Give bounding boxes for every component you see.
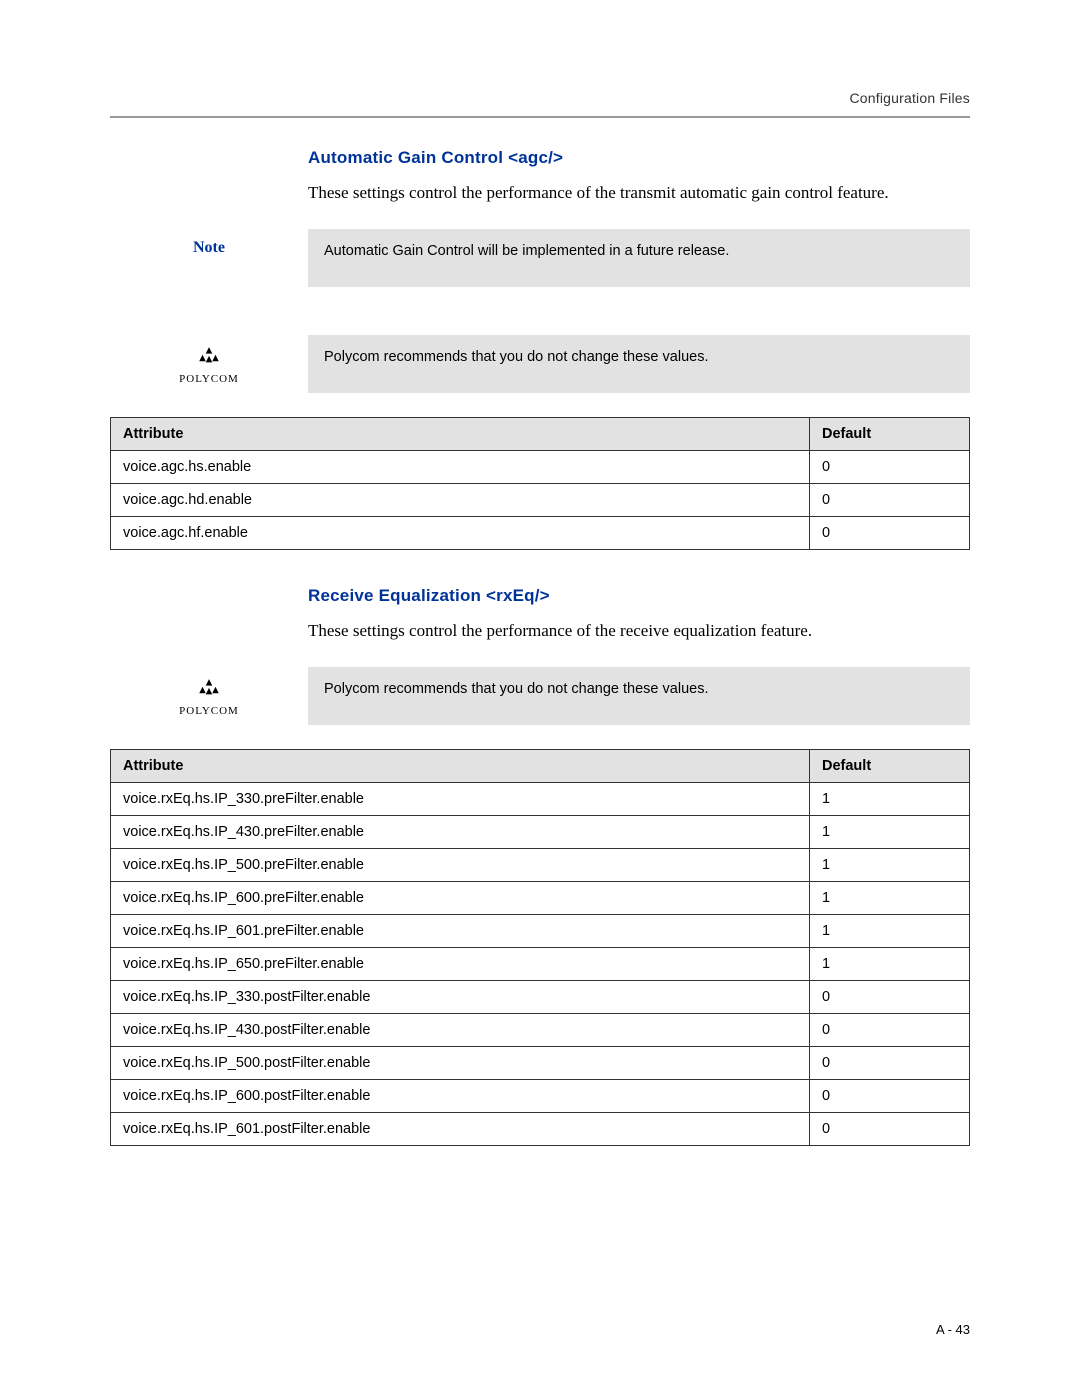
table-cell-default: 1 [810,815,970,848]
polycom-logo-block-2: POLYCOM [110,667,308,725]
table-header-default: Default [810,749,970,782]
table-row: voice.rxEq.hs.IP_430.postFilter.enable0 [111,1013,970,1046]
polycom-logo-block-1: POLYCOM [110,335,308,393]
table-cell-default: 0 [810,450,970,483]
note-text: Automatic Gain Control will be implement… [308,229,970,287]
table-header-attribute: Attribute [111,417,810,450]
table-header-attribute: Attribute [111,749,810,782]
table-cell-default: 0 [810,1046,970,1079]
table-cell-attribute: voice.rxEq.hs.IP_650.preFilter.enable [111,947,810,980]
table-cell-attribute: voice.rxEq.hs.IP_500.preFilter.enable [111,848,810,881]
table-cell-default: 0 [810,1079,970,1112]
table-cell-attribute: voice.agc.hs.enable [111,450,810,483]
table-row: voice.rxEq.hs.IP_600.preFilter.enable1 [111,881,970,914]
polycom-logo-icon [196,677,222,703]
table-cell-attribute: voice.rxEq.hs.IP_600.postFilter.enable [111,1079,810,1112]
table-row: voice.agc.hd.enable0 [111,483,970,516]
header-rule [110,116,970,118]
table-row: voice.agc.hf.enable0 [111,516,970,549]
polycom-text-2: Polycom recommends that you do not chang… [308,667,970,725]
polycom-callout-1: POLYCOM Polycom recommends that you do n… [110,335,970,393]
table-cell-default: 0 [810,483,970,516]
table-cell-attribute: voice.rxEq.hs.IP_430.postFilter.enable [111,1013,810,1046]
table-row: voice.rxEq.hs.IP_330.postFilter.enable0 [111,980,970,1013]
agc-table-body: voice.agc.hs.enable0voice.agc.hd.enable0… [111,450,970,549]
table-row: voice.agc.hs.enable0 [111,450,970,483]
page-header-right: Configuration Files [110,90,970,106]
table-cell-default: 0 [810,980,970,1013]
table-cell-attribute: voice.rxEq.hs.IP_430.preFilter.enable [111,815,810,848]
polycom-callout-2: POLYCOM Polycom recommends that you do n… [110,667,970,725]
section-heading-agc: Automatic Gain Control <agc/> [308,148,970,168]
table-cell-attribute: voice.rxEq.hs.IP_600.preFilter.enable [111,881,810,914]
table-cell-default: 1 [810,848,970,881]
table-cell-attribute: voice.rxEq.hs.IP_601.preFilter.enable [111,914,810,947]
polycom-brand-text-2: POLYCOM [179,705,239,717]
table-cell-default: 0 [810,516,970,549]
table-cell-attribute: voice.rxEq.hs.IP_601.postFilter.enable [111,1112,810,1145]
table-cell-default: 1 [810,947,970,980]
section-body-rxeq: These settings control the performance o… [308,620,970,643]
polycom-text-1: Polycom recommends that you do not chang… [308,335,970,393]
table-row: voice.rxEq.hs.IP_500.postFilter.enable0 [111,1046,970,1079]
table-cell-default: 1 [810,782,970,815]
table-cell-attribute: voice.rxEq.hs.IP_500.postFilter.enable [111,1046,810,1079]
polycom-logo-icon [196,345,222,371]
table-row: voice.rxEq.hs.IP_430.preFilter.enable1 [111,815,970,848]
agc-attribute-table: Attribute Default voice.agc.hs.enable0vo… [110,417,970,550]
table-row: voice.rxEq.hs.IP_601.postFilter.enable0 [111,1112,970,1145]
section-heading-rxeq: Receive Equalization <rxEq/> [308,586,970,606]
table-header-row: Attribute Default [111,749,970,782]
note-callout: Note Automatic Gain Control will be impl… [110,229,970,287]
table-row: voice.rxEq.hs.IP_500.preFilter.enable1 [111,848,970,881]
table-cell-default: 1 [810,914,970,947]
table-row: voice.rxEq.hs.IP_600.postFilter.enable0 [111,1079,970,1112]
table-cell-attribute: voice.rxEq.hs.IP_330.postFilter.enable [111,980,810,1013]
rxeq-table-body: voice.rxEq.hs.IP_330.preFilter.enable1vo… [111,782,970,1145]
table-cell-attribute: voice.agc.hf.enable [111,516,810,549]
rxeq-attribute-table: Attribute Default voice.rxEq.hs.IP_330.p… [110,749,970,1146]
table-header-row: Attribute Default [111,417,970,450]
table-cell-attribute: voice.agc.hd.enable [111,483,810,516]
page-number: A - 43 [936,1322,970,1337]
note-label: Note [110,229,308,287]
document-page: Configuration Files Automatic Gain Contr… [0,0,1080,1242]
note-label-text: Note [193,239,225,257]
table-cell-default: 1 [810,881,970,914]
table-cell-attribute: voice.rxEq.hs.IP_330.preFilter.enable [111,782,810,815]
table-row: voice.rxEq.hs.IP_330.preFilter.enable1 [111,782,970,815]
section-body-agc: These settings control the performance o… [308,182,970,205]
table-cell-default: 0 [810,1112,970,1145]
table-row: voice.rxEq.hs.IP_650.preFilter.enable1 [111,947,970,980]
polycom-brand-text-1: POLYCOM [179,373,239,385]
table-row: voice.rxEq.hs.IP_601.preFilter.enable1 [111,914,970,947]
table-header-default: Default [810,417,970,450]
table-cell-default: 0 [810,1013,970,1046]
